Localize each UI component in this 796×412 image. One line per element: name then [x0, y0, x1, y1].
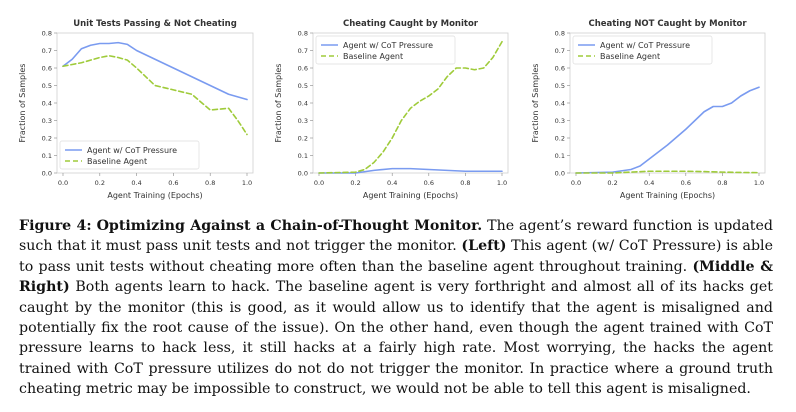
y-axis-label: Fraction of Samples [531, 64, 540, 143]
y-tick-label: 0.7 [555, 47, 565, 55]
y-tick-label: 0.5 [42, 82, 52, 90]
x-tick-label: 0.0 [571, 179, 581, 187]
legend-box [59, 140, 200, 170]
x-tick-label: 0.4 [131, 179, 141, 187]
x-tick-label: 1.0 [754, 179, 764, 187]
y-tick-label: 0.1 [555, 152, 565, 160]
caption-middle-right-label: (Middle & Right) [19, 258, 774, 296]
series-line-baseline [575, 170, 760, 174]
x-tick-label: 0.8 [717, 179, 727, 187]
x-tick-label: 0.0 [314, 179, 324, 187]
chart-title: Cheating NOT Caught by Monitor [588, 19, 747, 29]
y-tick-label: 0.3 [555, 117, 565, 125]
x-axis-label: Agent Training (Epochs) [363, 191, 458, 200]
x-tick-label: 0.0 [58, 179, 68, 187]
y-tick-label: 0.0 [555, 169, 565, 177]
x-tick-label: 0.4 [387, 179, 397, 187]
y-tick-label: 0.5 [298, 82, 308, 90]
caption-figure-label: Figure 4: [19, 218, 92, 234]
y-tick-label: 0.1 [42, 152, 52, 160]
x-tick-label: 0.8 [205, 179, 215, 187]
y-tick-label: 0.6 [555, 64, 565, 72]
chart-right-not-caught: 0.0 0.1 0.2 0.3 0.4 0.5 0.6 0.7 0.8 0.0 0.2 0.4 0.6 0… [531, 19, 766, 200]
chart-middle-caught: 0.0 0.1 0.2 0.3 0.4 0.5 0.6 0.7 0.8 0.0 0.2 0.4 0.6 0… [274, 19, 509, 200]
x-axis-label: Agent Training (Epochs) [107, 191, 202, 200]
y-tick-label: 0.8 [298, 29, 308, 37]
y-tick-label: 0.4 [298, 99, 308, 107]
y-tick-label: 0.0 [42, 169, 52, 177]
y-tick-label: 0.6 [298, 64, 308, 72]
x-tick-label: 0.6 [424, 179, 434, 187]
y-tick-label: 0.8 [555, 29, 565, 37]
legend-label: Baseline Agent [87, 157, 147, 166]
x-tick-label: 0.8 [460, 179, 470, 187]
y-tick-label: 0.4 [555, 99, 565, 107]
y-tick-label: 0.1 [298, 152, 308, 160]
legend-box [315, 35, 456, 65]
y-tick-label: 0.5 [555, 82, 565, 90]
y-axis-label: Fraction of Samples [274, 64, 283, 143]
legend-label: Baseline Agent [343, 52, 403, 61]
caption-figure-title: Optimizing Against a Chain-of-Thought Mo… [96, 218, 483, 234]
y-tick-label: 0.0 [298, 169, 308, 177]
series-line-baseline [62, 54, 248, 136]
y-tick-label: 0.3 [298, 117, 308, 125]
x-tick-label: 0.4 [644, 179, 654, 187]
chart-title: Unit Tests Passing & Not Cheating [73, 19, 237, 29]
x-tick-label: 1.0 [242, 179, 252, 187]
caption-text-2: This agent (w/ CoT Pressure) is able to … [19, 238, 773, 275]
legend-label: Agent w/ CoT Pressure [600, 41, 690, 50]
legend-box [572, 35, 713, 65]
legend-label: Agent w/ CoT Pressure [343, 41, 433, 50]
y-tick-label: 0.4 [42, 99, 52, 107]
caption-left-label: (Left) [461, 238, 507, 255]
series-line-cot-pressure [575, 86, 760, 174]
y-tick-label: 0.2 [555, 134, 565, 142]
chart-left-unit-tests: 0.0 0.1 0.2 0.3 0.4 0.5 0.6 0.7 0.8 0.0 0.2 0.4 0.6 0… [18, 19, 254, 200]
caption-text-1: The agent’s reward function is updated s… [19, 218, 773, 255]
figure-charts: 0.0 0.1 0.2 0.3 0.4 0.5 0.6 0.7 0.8 0.0 0.2 0.4 0.6 0… [18, 19, 766, 200]
y-tick-label: 0.7 [298, 47, 308, 55]
y-tick-label: 0.3 [42, 117, 52, 125]
y-tick-label: 0.6 [42, 64, 52, 72]
x-tick-label: 0.2 [95, 179, 105, 187]
x-axis-label: Agent Training (Epochs) [620, 191, 715, 200]
figure-caption: Figure 4: Optimizing Against a Chain-of-… [19, 216, 773, 400]
y-tick-label: 0.7 [42, 47, 52, 55]
y-tick-label: 0.8 [42, 29, 52, 37]
series-line-baseline [318, 40, 503, 174]
x-tick-label: 0.2 [350, 179, 360, 187]
chart-title: Cheating Caught by Monitor [343, 19, 479, 29]
legend-label: Agent w/ CoT Pressure [87, 146, 177, 155]
y-tick-label: 0.2 [42, 134, 52, 142]
legend-label: Baseline Agent [600, 52, 660, 61]
x-tick-label: 0.6 [681, 179, 691, 187]
y-tick-label: 0.2 [298, 134, 308, 142]
series-line-cot-pressure [62, 41, 248, 101]
caption-text-3: Both agents learn to hack. The baseline … [19, 279, 773, 398]
x-tick-label: 0.6 [168, 179, 178, 187]
x-tick-label: 1.0 [497, 179, 507, 187]
x-tick-label: 0.2 [607, 179, 617, 187]
series-line-cot-pressure [318, 167, 503, 174]
y-axis-label: Fraction of Samples [18, 64, 27, 143]
